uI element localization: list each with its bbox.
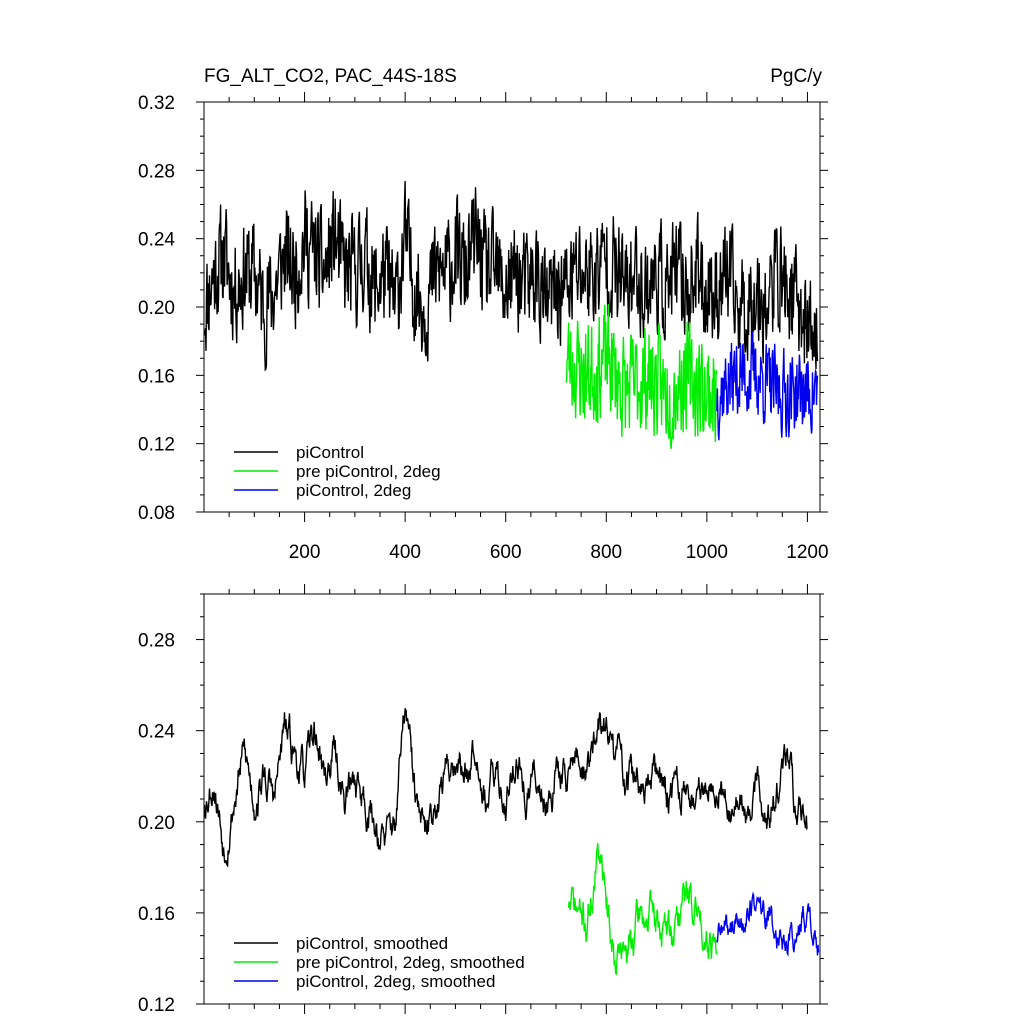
chart-bottom: 0.12 0.16 0.20 0.24 0.28 piControl, smoothed… [138,584,828,1016]
chart-title: FG_ALT_CO2, PAC_44S-18S [204,66,457,87]
chart-top: FG_ALT_CO2, PAC_44S-18S PgC/y 0.08 0.12 0.… [138,66,829,563]
y-tick-label: 0.28 [138,631,175,652]
y-tick-label: 0.32 [138,93,175,114]
legend-label: pre piControl, 2deg, smoothed [296,953,525,972]
legend-label: piControl, 2deg [296,481,411,500]
x-tick-label: 200 [289,542,321,563]
y-tick-label: 0.24 [138,722,175,743]
series-line [203,708,808,868]
x-tick-label: 1200 [786,542,828,563]
y-tick-label: 0.16 [138,366,175,387]
legend-label: piControl, 2deg, smoothed [296,972,495,991]
series-line [567,843,718,975]
legend-label: piControl [296,443,364,462]
y-tick-label: 0.24 [138,230,175,251]
y-tick-label: 0.20 [138,813,175,834]
series-line [565,304,718,449]
x-tick-label: 800 [590,542,622,563]
y-tick-label: 0.12 [138,435,175,456]
series-line [716,891,820,957]
chart-units: PgC/y [770,66,822,87]
y-tick-label: 0.20 [138,298,175,319]
plot-frame-bottom [203,593,821,1005]
series-line [203,180,819,372]
series-line [716,331,819,441]
y-tick-label: 0.12 [138,995,175,1016]
y-tick-label: 0.16 [138,904,175,925]
y-tick-label: 0.08 [138,503,175,524]
legend-label: pre piControl, 2deg [296,462,441,481]
x-tick-label: 1000 [686,542,728,563]
x-tick-label: 400 [389,542,421,563]
plot-frame-top [203,101,821,513]
x-tick-label: 600 [490,542,522,563]
legend-label: piControl, smoothed [296,934,448,953]
y-tick-label: 0.28 [138,161,175,182]
